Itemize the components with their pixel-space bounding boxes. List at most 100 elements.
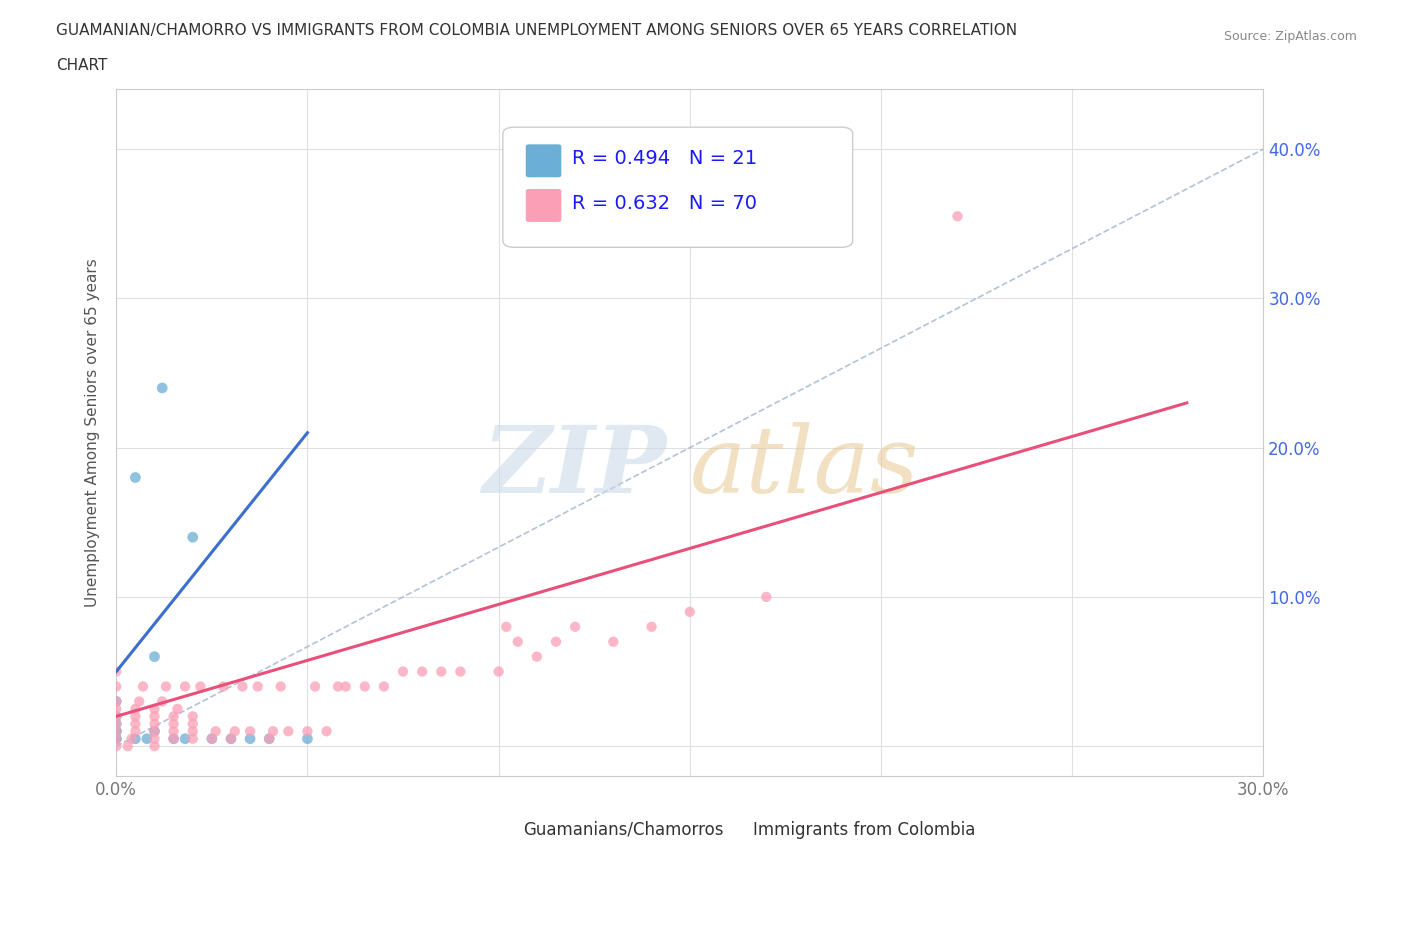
Point [124,731,146,746]
Point [373,679,395,694]
Point [544,634,567,649]
Point [174,679,197,694]
Point [277,724,299,738]
Point [488,664,510,679]
Point [150,380,173,395]
Point [124,701,146,716]
Point [132,679,155,694]
Point [155,679,177,694]
Point [143,724,166,738]
Point [231,679,253,694]
Point [181,709,204,724]
Point [143,701,166,716]
Text: ZIP: ZIP [482,422,666,512]
Point [201,731,224,746]
Text: atlas: atlas [690,422,920,512]
Point [640,619,662,634]
Point [297,731,319,746]
Point [181,724,204,738]
Point [755,590,778,604]
Point [124,470,146,485]
Point [105,724,128,738]
Point [946,209,969,224]
FancyBboxPatch shape [526,144,561,178]
Point [143,716,166,731]
Point [353,679,375,694]
Point [602,634,624,649]
Point [564,619,586,634]
Y-axis label: Unemployment Among Seniors over 65 years: Unemployment Among Seniors over 65 years [86,259,100,607]
Point [219,731,242,746]
Point [162,709,184,724]
Point [162,731,184,746]
Text: CHART: CHART [56,58,108,73]
Point [219,731,242,746]
Point [105,694,128,709]
Point [105,724,128,738]
Point [181,731,204,746]
Point [105,679,128,694]
Point [124,716,146,731]
Point [270,679,292,694]
Point [239,731,262,746]
Point [105,709,128,724]
Point [143,709,166,724]
Point [105,664,128,679]
Point [174,731,197,746]
Point [506,634,529,649]
Point [143,738,166,753]
Point [257,731,280,746]
Point [335,679,357,694]
Point [128,694,150,709]
Point [105,694,128,709]
Point [150,694,173,709]
Point [166,701,188,716]
Text: Source: ZipAtlas.com: Source: ZipAtlas.com [1223,30,1357,43]
FancyBboxPatch shape [489,800,517,828]
Point [124,709,146,724]
Point [117,738,139,753]
Text: Immigrants from Colombia: Immigrants from Colombia [752,820,976,839]
Point [212,679,235,694]
Point [121,731,143,746]
FancyBboxPatch shape [526,189,561,222]
Point [326,679,349,694]
Text: Guamanians/Chamorros: Guamanians/Chamorros [523,820,724,839]
Point [257,731,280,746]
Point [246,679,269,694]
Point [162,724,184,738]
Point [105,709,128,724]
Point [526,649,548,664]
Point [124,724,146,738]
Point [224,724,246,738]
Text: R = 0.494   N = 21: R = 0.494 N = 21 [572,149,756,168]
Point [449,664,471,679]
FancyBboxPatch shape [718,800,747,828]
Point [105,716,128,731]
Point [181,716,204,731]
Point [105,731,128,746]
Point [201,731,224,746]
Point [239,724,262,738]
Point [297,724,319,738]
Point [181,530,204,545]
Point [105,701,128,716]
Point [190,679,212,694]
Point [495,619,517,634]
FancyBboxPatch shape [503,127,852,247]
Point [679,604,702,619]
Point [304,679,326,694]
Point [105,731,128,746]
Point [105,716,128,731]
Point [105,731,128,746]
Point [105,724,128,738]
Point [392,664,415,679]
Text: R = 0.632   N = 70: R = 0.632 N = 70 [572,194,756,214]
Point [143,649,166,664]
Point [143,724,166,738]
Point [143,731,166,746]
Point [162,716,184,731]
Point [162,731,184,746]
Point [135,731,157,746]
Point [315,724,337,738]
